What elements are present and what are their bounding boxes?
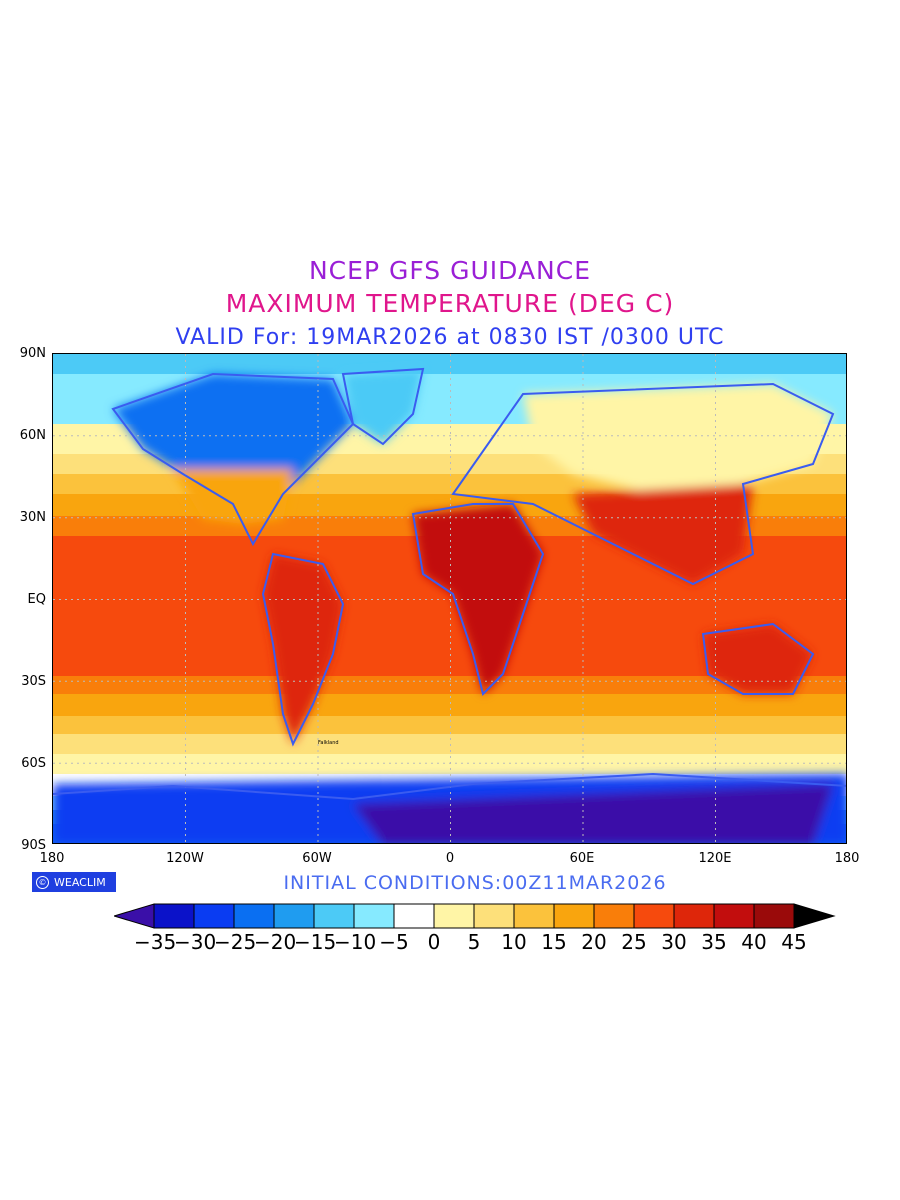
x-tick-120e: 120E	[698, 851, 732, 866]
y-tick-30n: 30N	[19, 510, 46, 525]
initial-conditions: INITIAL CONDITIONS:00Z11MAR2026	[283, 872, 667, 894]
y-tick-60n: 60N	[19, 428, 46, 443]
label-falkland: Falkland	[318, 740, 339, 746]
badge-label: WEACLIM	[54, 875, 106, 889]
weaclim-badge[interactable]: © WEACLIM	[32, 872, 116, 892]
colorbar-tick-label: 15	[541, 930, 567, 954]
y-tick-eq: EQ	[27, 592, 46, 607]
colorbar-tick-label: −35	[134, 930, 177, 954]
colorbar-segment	[673, 903, 715, 929]
chart-subtitle: MAXIMUM TEMPERATURE (DEG C)	[225, 289, 675, 318]
colorbar-tick-label: 25	[621, 930, 647, 954]
coastlines	[53, 367, 846, 801]
colorbar-tick-label: −5	[379, 930, 409, 954]
colorbar-segment	[313, 903, 355, 929]
x-tick-0: 0	[445, 851, 455, 866]
x-tick-180w: 180	[39, 851, 65, 866]
colorbar-arrow-low	[114, 903, 155, 929]
colorbar	[114, 903, 836, 929]
x-tick-60e: 60E	[569, 851, 595, 866]
colorbar-tick-label: 45	[781, 930, 807, 954]
colorbar-segment	[633, 903, 675, 929]
colorbar-segment	[153, 903, 195, 929]
y-tick-30s: 30S	[21, 674, 46, 689]
colorbar-arrow-high	[793, 903, 836, 929]
x-tick-180e: 180	[834, 851, 860, 866]
colorbar-tick-label: 10	[501, 930, 527, 954]
colorbar-tick-label: 20	[581, 930, 607, 954]
colorbar-segment	[513, 903, 555, 929]
colorbar-segment	[553, 903, 595, 929]
colorbar-tick-label: 35	[701, 930, 727, 954]
colorbar-segment	[193, 903, 235, 929]
colorbar-tick-label: −15	[294, 930, 337, 954]
colorbar-segment	[353, 903, 395, 929]
x-tick-120w: 120W	[166, 851, 204, 866]
colorbar-tick-label: 0	[427, 930, 441, 954]
colorbar-segment	[713, 903, 755, 929]
colorbar-segment	[593, 903, 635, 929]
colorbar-tick-label: −10	[334, 930, 377, 954]
chart-title: NCEP GFS GUIDANCE	[308, 256, 591, 285]
y-tick-60s: 60S	[21, 756, 46, 771]
colorbar-tick-label: 30	[661, 930, 687, 954]
map-svg: Falkland	[53, 354, 846, 843]
temperature-map: Falkland	[52, 353, 847, 844]
colorbar-segment	[753, 903, 795, 929]
valid-time: VALID For: 19MAR2026 at 0830 IST /0300 U…	[175, 325, 725, 350]
copyright-icon: ©	[36, 875, 49, 889]
colorbar-segment	[233, 903, 275, 929]
colorbar-tick-label: −20	[254, 930, 297, 954]
colorbar-segment	[393, 903, 435, 929]
colorbar-segment	[273, 903, 315, 929]
colorbar-tick-label: −30	[174, 930, 217, 954]
colorbar-tick-label: 40	[741, 930, 767, 954]
colorbar-segment	[433, 903, 475, 929]
x-tick-60w: 60W	[302, 851, 332, 866]
gridlines	[53, 354, 846, 843]
colorbar-segment	[473, 903, 515, 929]
colorbar-tick-label: −25	[214, 930, 257, 954]
colorbar-tick-label: 5	[467, 930, 481, 954]
y-tick-90s: 90S	[21, 838, 46, 853]
y-tick-90n: 90N	[19, 346, 46, 361]
